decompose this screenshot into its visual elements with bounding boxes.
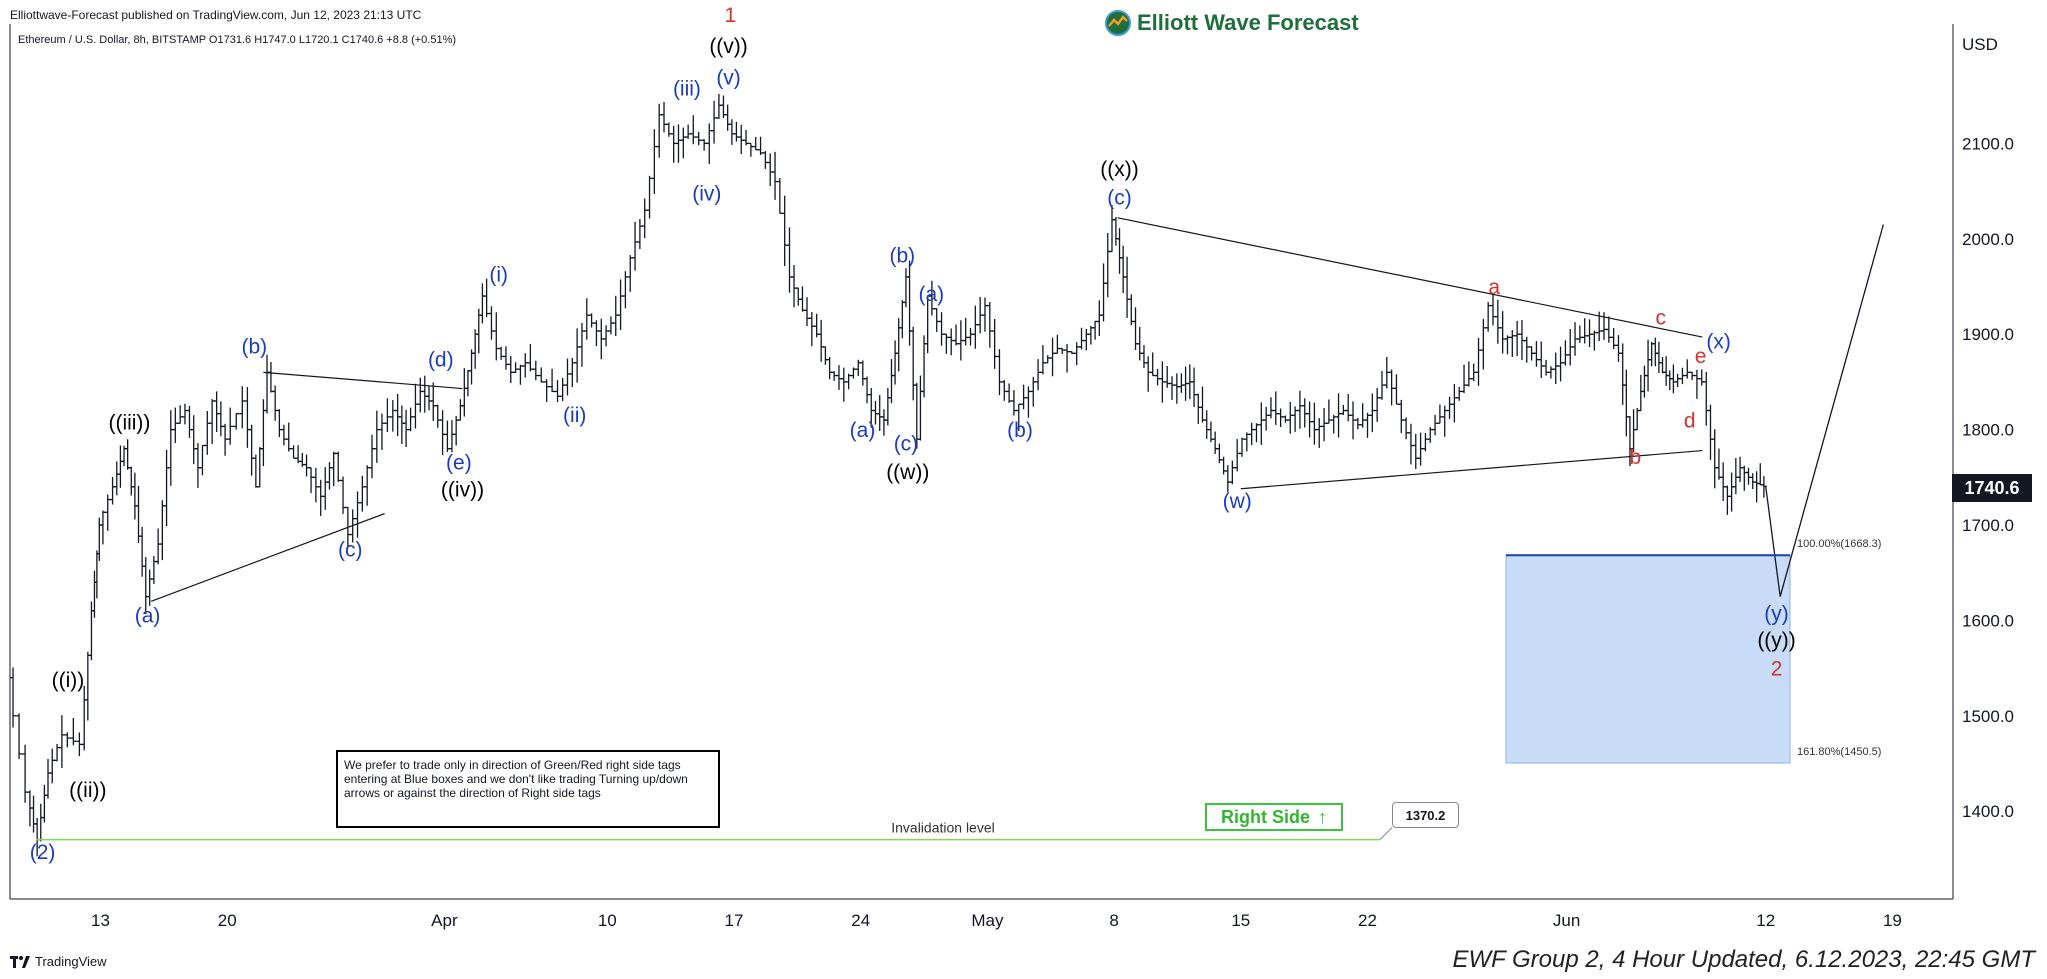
x-tick-label: Jun: [1553, 911, 1580, 930]
tradingview-footer: TradingView: [10, 954, 107, 969]
wave-label: ((y)): [1757, 629, 1795, 652]
ewf-logo-icon: [1105, 10, 1131, 36]
wave-label: e: [1695, 345, 1707, 368]
wave-label: (a): [918, 283, 944, 306]
wave-label: ((w)): [886, 461, 929, 484]
trendline-x-triangle-upper: [1117, 217, 1703, 338]
price-candles: [10, 93, 1767, 857]
last-price-tag: 1740.6: [1952, 474, 2032, 502]
wave-label: ((v)): [709, 35, 747, 58]
invalidation-price-tag: 1370.2: [1392, 802, 1459, 828]
x-tick-label: 8: [1109, 911, 1118, 930]
wave-label: ((ii)): [69, 779, 106, 802]
y-tick-label: 1800.0: [1962, 421, 2014, 440]
brand-logo: Elliott Wave Forecast: [1105, 10, 1359, 36]
tradingview-label: TradingView: [35, 954, 107, 969]
wave-label: (iii): [673, 78, 701, 101]
wave-label: 1: [725, 4, 737, 27]
wave-label: (b): [242, 335, 268, 358]
y-tick-label: 1600.0: [1962, 611, 2014, 630]
wave-label: (b): [889, 245, 915, 268]
y-axis-unit: USD: [1962, 35, 1998, 54]
y-tick-label: 2000.0: [1962, 230, 2014, 249]
y-tick-label: 1500.0: [1962, 707, 2014, 726]
wave-label: c: [1655, 307, 1666, 330]
brand-name: Elliott Wave Forecast: [1137, 10, 1359, 35]
wave-label: a: [1488, 276, 1500, 299]
wave-label: (b): [1007, 419, 1033, 442]
x-tick-label: 22: [1358, 911, 1377, 930]
wave-label: (i): [489, 264, 508, 287]
wave-label: (c): [894, 433, 919, 456]
tradingview-logo-icon: [10, 955, 30, 968]
x-tick-label: 19: [1883, 911, 1902, 930]
target-blue-box: [1505, 554, 1791, 764]
x-tick-label: 17: [725, 911, 744, 930]
right-side-tag: Right Side ↑: [1205, 803, 1343, 831]
x-tick-label: 24: [851, 911, 870, 930]
wave-label: (e): [446, 452, 472, 475]
update-stamp: EWF Group 2, 4 Hour Updated, 6.12.2023, …: [1452, 946, 2035, 973]
symbol-line: Ethereum / U.S. Dollar, 8h, BITSTAMP O17…: [18, 34, 457, 46]
disclaimer-box: We prefer to trade only in direction of …: [336, 750, 720, 828]
x-tick-label: 12: [1756, 911, 1775, 930]
fib-100-label: 100.00%(1668.3): [1797, 538, 1881, 550]
wave-label: (x): [1706, 331, 1731, 354]
up-arrow-icon: ↑: [1318, 806, 1327, 827]
x-tick-label: 13: [91, 911, 110, 930]
wave-label: ((i)): [52, 669, 85, 692]
trendline-x-triangle-lower: [1240, 449, 1703, 490]
wave-label: (v): [716, 66, 741, 89]
wave-label: (w): [1223, 490, 1252, 513]
right-side-label: Right Side: [1221, 806, 1310, 827]
wave-label: d: [1684, 410, 1696, 433]
invalidation-label: Invalidation level: [891, 820, 995, 836]
wave-label: (2): [30, 841, 56, 864]
wave-label: (c): [338, 538, 363, 561]
x-tick-label: 20: [218, 911, 237, 930]
wave-label: (d): [428, 349, 454, 372]
x-tick-label: May: [971, 911, 1004, 930]
y-tick-label: 1900.0: [1962, 325, 2014, 344]
x-tick-label: 10: [598, 911, 617, 930]
y-tick-label: 1400.0: [1962, 802, 2014, 821]
x-tick-label: 15: [1231, 911, 1250, 930]
wave-label: (iv): [692, 183, 721, 206]
invalidation-tag-pointer: [1379, 827, 1393, 840]
y-tick-label: 2100.0: [1962, 134, 2014, 153]
x-tick-label: Apr: [431, 911, 458, 930]
wave-label: ((iii)): [108, 412, 150, 435]
trendline-abc-triangle-lower: [150, 512, 385, 602]
wave-label: ((x)): [1100, 158, 1138, 181]
published-line: Elliottwave-Forecast published on Tradin…: [10, 8, 422, 22]
wave-label: (ii): [563, 404, 586, 427]
projection-path: [1765, 224, 1884, 597]
wave-label: ((iv)): [441, 478, 484, 501]
fib-161-label: 161.80%(1450.5): [1797, 746, 1881, 758]
wave-label: b: [1630, 446, 1642, 469]
y-tick-label: 1700.0: [1962, 516, 2014, 535]
wave-label: (c): [1107, 186, 1132, 209]
wave-label: 2: [1771, 658, 1783, 681]
wave-label: (y): [1764, 602, 1789, 625]
wave-label: (a): [850, 419, 876, 442]
wave-label: (a): [135, 604, 161, 627]
